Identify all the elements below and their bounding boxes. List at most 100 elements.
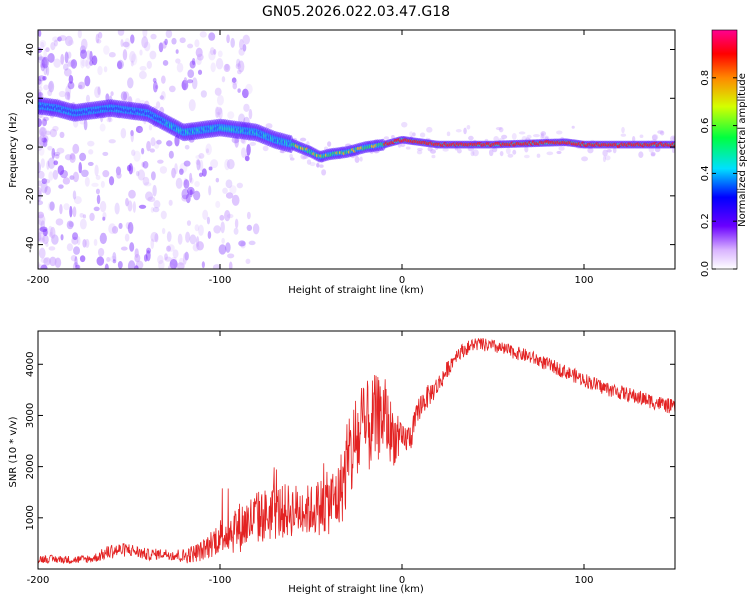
spectrogram-noise-blob [621,126,625,134]
spectrogram-noise-blob [154,140,160,149]
spectrogram-noise-blob [75,264,81,269]
spectrogram-noise-blob [524,145,529,153]
spectrogram-noise-blob [130,60,134,67]
spectrogram-noise-blob [612,147,617,154]
spectrogram-noise-blob [150,238,155,250]
spectrogram-noise-blob [227,253,235,259]
spectrogram-noise-blob [215,58,224,70]
spectrogram-noise-blob [108,139,116,144]
spectrogram-noise-blob [152,77,157,83]
spectrogram-noise-blob [602,155,607,163]
spectrogram-noise-blob [42,118,47,127]
spectrogram-noise-blob [42,76,47,81]
spectrogram-noise-blob [412,132,416,137]
spectrogram-frame [37,29,676,270]
spectrogram-noise-blob [202,209,209,221]
spectrogram-noise-blob [97,247,105,257]
spectrogram-noise-blob [168,150,174,159]
spectrogram-noise-blob [221,76,226,83]
spectrogram-noise-blob [183,77,188,84]
spectrogram-noise-blob [79,152,87,162]
spectrogram-noise-blob [38,231,42,242]
spectrogram-noise-blob [556,150,562,155]
spectrogram-noise-blob [40,41,45,50]
spectrogram-noise-blob [120,127,127,139]
spectrogram-noise-blob [189,177,194,184]
spectrogram-noise-blob [182,252,187,265]
spectrogram-noise-blob [183,160,191,167]
spectrogram-noise-blob [401,121,408,128]
spectrogram-noise-blob [212,264,221,269]
spectrogram-noise-blob [237,60,245,73]
spectrogram-noise-blob [120,246,128,251]
spectrogram-noise-blob [46,65,50,76]
spectrogram-noise-blob [128,163,134,175]
spectrogram-noise-blob [223,63,231,73]
spectrogram-noise-blob [159,166,168,174]
spectrogram-noise-blob [246,211,251,220]
spectrogram-noise-blob [540,131,547,137]
spectrogram-noise-blob [146,247,152,254]
spectrogram-x-tick-label: 0 [399,275,405,286]
spectrogram-noise-blob [72,232,79,241]
spectrogram-noise-blob [214,87,222,96]
spectrogram-noise-blob [48,171,54,181]
spectrogram-noise-blob [38,147,45,156]
spectrogram-y-tick-label: 40 [25,43,36,56]
spectrogram-noise-blob [38,170,45,179]
snr-series-line [38,337,675,564]
spectrogram-noise-blob [166,231,172,243]
spectrogram-noise-blob [230,37,235,48]
spectrogram-noise-blob [183,177,188,186]
spectrogram-noise-blob [245,83,253,95]
spectrogram-y-label: Frequency (Hz) [8,112,19,188]
spectrogram-noise-blob [604,155,611,161]
snr-plot-area [38,337,675,564]
spectrogram-noise-blob [225,179,233,189]
spectrogram-noise-blob [123,91,130,102]
spectrogram-noise-blob [231,77,237,83]
spectrogram-noise-blob [117,261,123,269]
spectrogram-noise-blob [189,60,196,69]
spectrogram-noise-blob [57,36,62,42]
spectrogram-y-tick-label: -40 [25,236,36,252]
spectrogram-noise-blob [44,185,51,196]
spectrogram-noise-blob [67,81,75,90]
spectrogram-noise-blob [117,30,125,36]
spectrogram-noise-blob [134,265,139,269]
spectrogram-noise-blob [235,63,242,70]
spectrogram-noise-blob [224,63,230,71]
spectrogram-noise-blob [137,169,146,181]
spectrogram-noise-blob [299,137,307,142]
spectrogram-noise-blob [38,180,42,187]
spectrogram-noise-blob [359,156,363,162]
spectrogram-noise-blob [47,145,53,151]
spectrogram-noise-blob [205,148,209,154]
spectrogram-noise-blob [186,79,194,84]
spectrogram-noise-blob [638,151,644,159]
spectrogram-noise-blob [171,167,176,179]
spectrogram-noise-blob [57,165,65,176]
spectrogram-noise-blob [232,82,238,90]
spectrogram-noise-blob [80,57,85,69]
spectrogram-noise-blob [116,59,124,70]
spectrogram-noise-blob [228,261,233,269]
spectrogram-noise-blob [252,223,260,235]
figure-title: GN05.2026.022.03.47.G18 [262,4,450,20]
spectrogram-noise-blob [540,133,544,140]
spectrogram-noise-blob [208,32,216,41]
spectrogram-noise-blob [118,222,123,230]
spectrogram-image [38,30,675,269]
snr-frame [37,330,676,570]
spectrogram-noise-blob [405,146,411,150]
spectrogram-noise-blob [164,253,168,261]
spectrogram-noise-blob [426,126,433,133]
spectrogram-noise-blob [222,187,228,194]
spectrogram-noise-blob [507,153,514,158]
spectrogram-noise-blob [55,218,64,226]
spectrogram-noise-blob [38,214,46,226]
spectrogram-noise-blob [69,153,76,164]
spectrogram-noise-blob [146,60,152,69]
spectrogram-noise-blob [120,39,124,48]
